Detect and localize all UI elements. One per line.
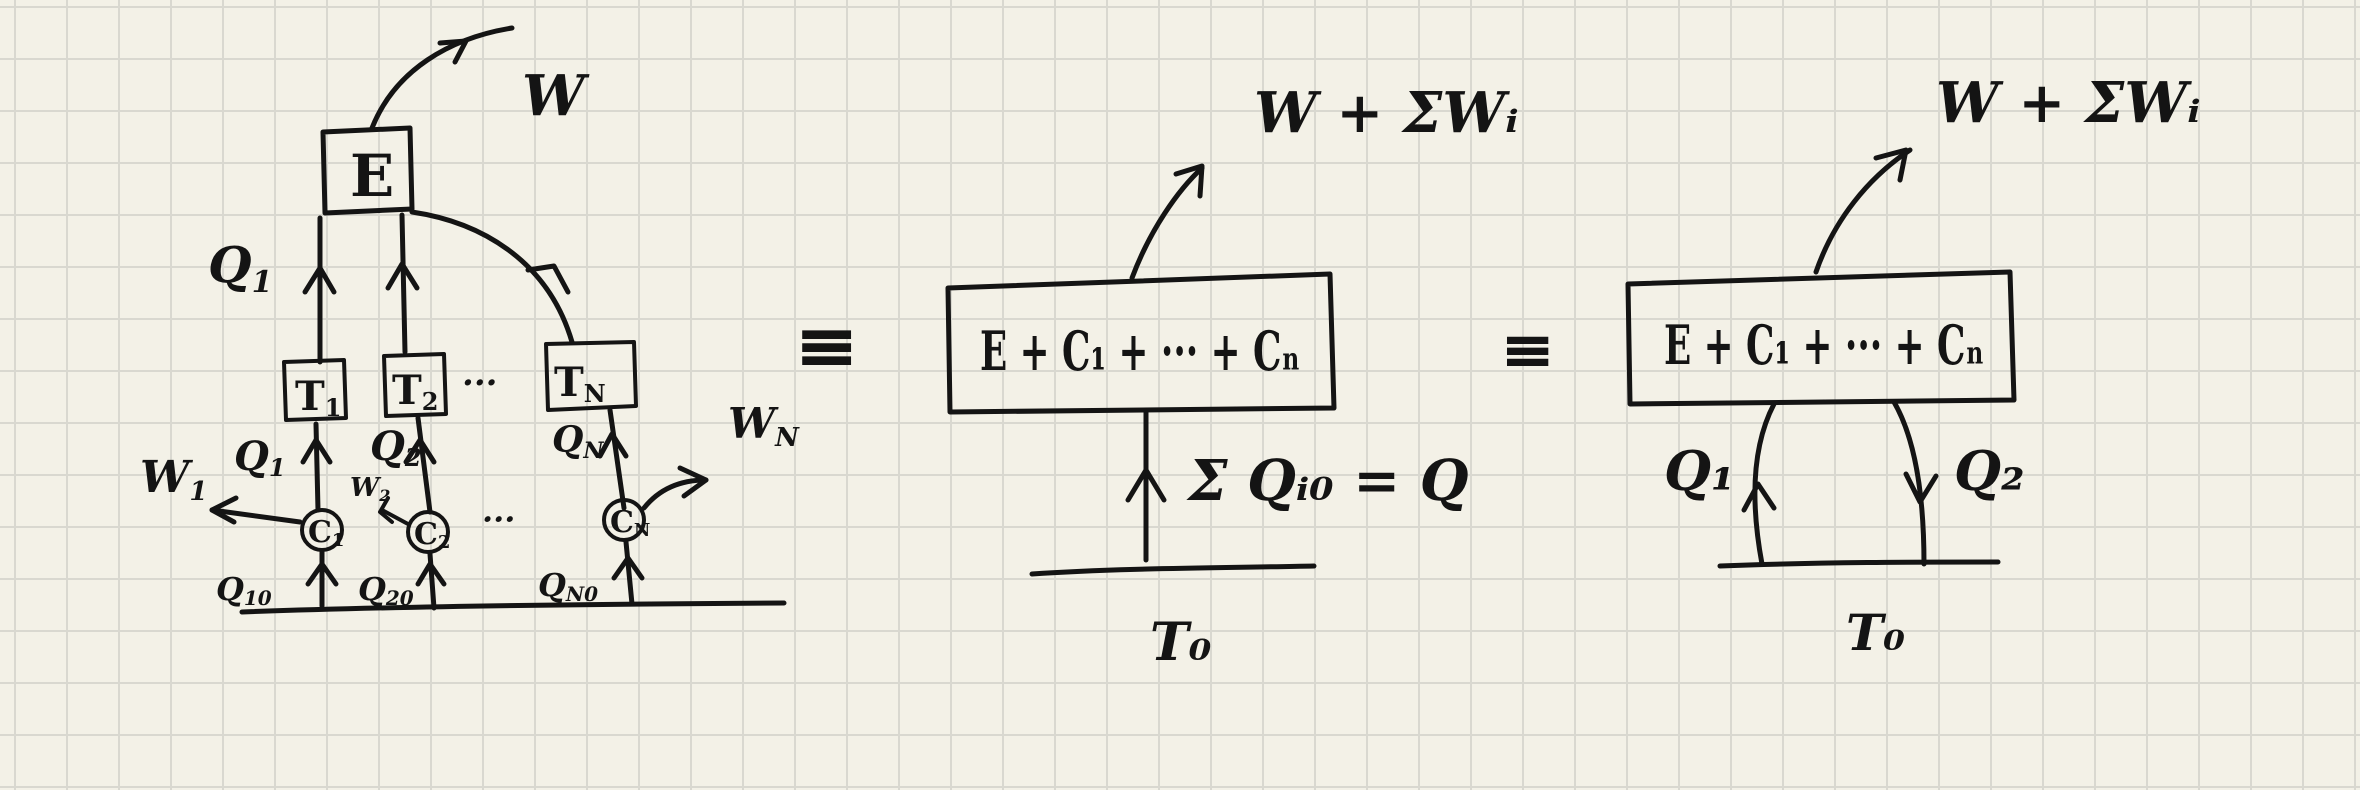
middle-box-label: E + C₁ + ··· + Cₙ (980, 319, 1300, 383)
reservoir-dots: ··· (462, 363, 498, 403)
device-heat-in-1: Q10 (216, 570, 272, 610)
right-heat-in-label: Q₁ (1664, 439, 1735, 503)
equiv-symbol-2: ≡ (1500, 310, 1555, 388)
device-work-n: WN (728, 399, 800, 453)
device-heat-out-n: QN (552, 419, 604, 464)
device-work-2: W2 (350, 473, 390, 505)
device-heat-in-2: Q20 (358, 570, 414, 610)
right-system: E + C₁ + ··· + Cₙ W + ΣWᵢ Q₁ Q₂ T₀ (1625, 70, 2201, 662)
device-work-1: W1 (140, 452, 208, 507)
svg-text:TN: TN (554, 359, 606, 408)
device-work-arrows (209, 465, 709, 526)
right-work-label: W + ΣWᵢ (1936, 70, 2201, 136)
engine-box: E (320, 125, 415, 216)
svg-text:C2: C2 (414, 517, 450, 553)
right-reservoir-label: T₀ (1846, 603, 1905, 662)
middle-work-label: W + ΣWᵢ (1254, 80, 1519, 146)
device-to-reservoir-lines (300, 407, 629, 515)
middle-heat-label: Σ Qᵢ₀ = Q (1186, 448, 1469, 514)
device-heat-in-lines (305, 539, 645, 611)
device-heat-out-2: Q2 (370, 423, 422, 472)
engine-work-label: W (522, 63, 590, 129)
equiv-symbol-1: ≡ (794, 300, 859, 391)
left-ground-line (239, 600, 787, 615)
device-cn: CN (602, 498, 650, 542)
engine-label: E (350, 142, 394, 210)
device-c1: C1 (300, 508, 344, 552)
reservoir-tn: TN (544, 340, 638, 412)
svg-text:T1: T1 (295, 373, 341, 422)
svg-text:CN: CN (610, 505, 650, 541)
svg-text:C1: C1 (308, 515, 344, 551)
right-box-label: E + C₁ + ··· + Cₙ (1664, 313, 1984, 377)
right-heat-out-label: Q₂ (1954, 439, 2025, 503)
engine-work-arrow: W (369, 25, 590, 131)
middle-system: E + C₁ + ··· + Cₙ W + ΣWᵢ Σ Qᵢ₀ = Q T₀ (945, 80, 1519, 673)
engine-heat-label: Q1 (208, 235, 272, 300)
middle-reservoir-label: T₀ (1150, 612, 1212, 673)
device-heat-in-n: QN0 (538, 566, 598, 606)
device-heat-out-1: Q1 (234, 433, 286, 482)
left-system: E W Q1 T1 T2 ··· (140, 25, 800, 615)
reservoir-t1: T1 (282, 358, 348, 422)
reservoir-t2: T2 (382, 352, 448, 418)
device-dots: ··· (482, 500, 515, 538)
reservoir-to-engine-lines (302, 209, 575, 365)
svg-text:T2: T2 (392, 367, 438, 416)
device-c2: C2 (406, 510, 450, 554)
